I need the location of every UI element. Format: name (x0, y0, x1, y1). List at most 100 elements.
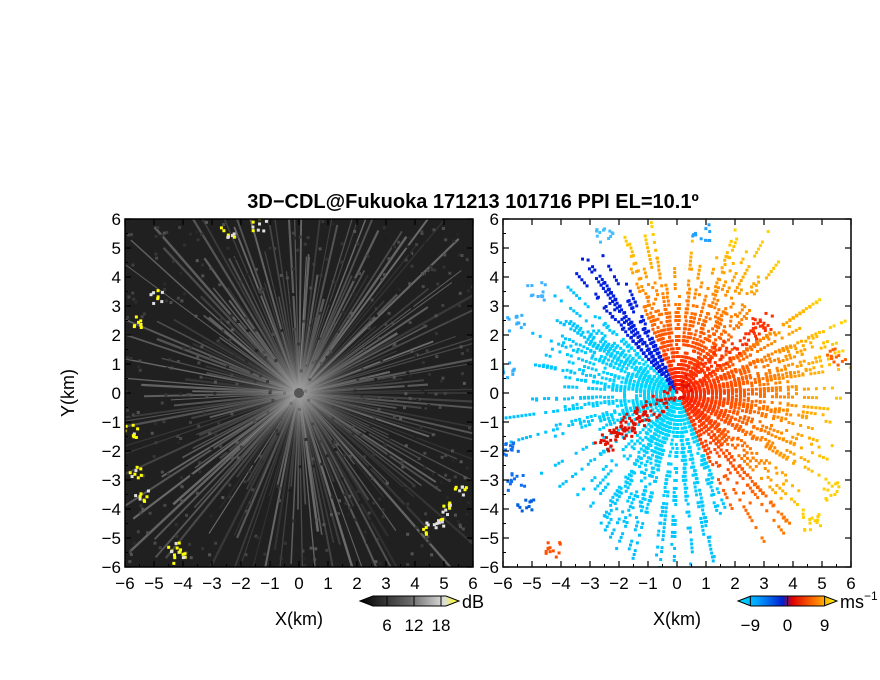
reflectivity-echo (183, 552, 187, 556)
velocity-pixel (695, 481, 699, 485)
velocity-pixel (678, 418, 682, 422)
velocity-pixel (701, 512, 705, 516)
velocity-pixel (562, 341, 566, 345)
velocity-pixel (591, 396, 595, 400)
velocity-pixel (763, 429, 767, 433)
noise-pixel (296, 248, 300, 252)
reflectivity-echo (441, 510, 445, 514)
velocity-pixel (725, 449, 729, 453)
velocity-pixel (773, 358, 777, 362)
velocity-pixel (810, 516, 814, 520)
velocity-pixel (593, 457, 597, 461)
x-tick-label: −6 (115, 574, 134, 593)
velocity-pixel (651, 421, 655, 425)
velocity-pixel (683, 470, 687, 474)
velocity-pixel (594, 368, 598, 372)
velocity-pixel (750, 392, 754, 396)
velocity-pixel (744, 316, 748, 320)
velocity-pixel (810, 426, 814, 430)
velocity-pixel (602, 306, 606, 310)
velocity-pixel (605, 524, 609, 528)
velocity-pixel (609, 469, 613, 473)
noise-pixel (431, 433, 435, 437)
velocity-pixel (612, 528, 616, 532)
velocity-pixel (604, 475, 608, 479)
velocity-pixel (699, 433, 703, 437)
velocity-pixel (766, 363, 770, 367)
velocity-pixel (690, 432, 694, 436)
velocity-pixel (663, 441, 667, 445)
noise-pixel (260, 460, 264, 464)
velocity-pixel (773, 407, 777, 411)
velocity-pixel (627, 414, 631, 418)
velocity-pixel (613, 298, 617, 302)
velocity-pixel (605, 411, 609, 415)
velocity-pixel (646, 246, 650, 250)
velocity-pixel (673, 275, 677, 279)
velocity-pixel (704, 439, 708, 443)
velocity-pixel (699, 352, 703, 356)
velocity-pixel (636, 495, 640, 499)
velocity-pixel (696, 415, 700, 419)
velocity-pixel (640, 315, 644, 319)
velocity-pixel (632, 552, 636, 556)
velocity-pixel (805, 411, 809, 415)
noise-pixel (410, 305, 414, 309)
velocity-pixel (664, 283, 668, 287)
velocity-pixel (741, 420, 745, 424)
velocity-pixel (638, 320, 642, 324)
velocity-pixel (664, 332, 668, 336)
velocity-pixel (703, 462, 707, 466)
noise-pixel (397, 240, 401, 244)
noise-pixel (442, 279, 446, 283)
noise-pixel (128, 560, 132, 564)
velocity-pixel (737, 454, 741, 458)
reflectivity-echo (132, 435, 136, 439)
velocity-pixel (704, 465, 708, 469)
velocity-pixel (571, 475, 575, 479)
noise-pixel (421, 406, 425, 410)
noise-pixel (204, 220, 208, 224)
velocity-pixel (730, 248, 734, 252)
noise-pixel (427, 540, 431, 544)
velocity-pixel (714, 401, 718, 405)
velocity-pixel (603, 514, 607, 518)
noise-pixel (129, 357, 133, 361)
velocity-pixel (790, 385, 794, 389)
velocity-pixel (681, 446, 685, 450)
velocity-pixel (690, 428, 694, 432)
velocity-pixel (702, 466, 706, 470)
velocity-pixel (766, 442, 770, 446)
velocity-pixel (739, 370, 743, 374)
velocity-pixel (692, 465, 696, 469)
velocity-pixel (699, 367, 703, 371)
noise-pixel (148, 511, 152, 515)
velocity-pixel (644, 463, 648, 467)
velocity-pixel (800, 352, 804, 356)
velocity-pixel (574, 472, 578, 476)
velocity-pixel (733, 446, 737, 450)
velocity-pixel (807, 362, 811, 366)
velocity-pixel (516, 414, 520, 418)
velocity-pixel (718, 278, 722, 282)
velocity-pixel (678, 410, 682, 414)
velocity-pixel (604, 510, 608, 514)
velocity-pixel (715, 256, 719, 260)
noise-pixel (440, 455, 444, 459)
velocity-pixel (702, 302, 706, 306)
velocity-pixel (619, 486, 623, 490)
velocity-pixel (659, 355, 663, 359)
noise-pixel (356, 470, 360, 474)
velocity-pixel (656, 309, 660, 313)
velocity-pixel (620, 339, 624, 343)
velocity-pixel (656, 365, 660, 369)
velocity-pixel (602, 359, 606, 363)
velocity-pixel (650, 336, 654, 340)
noise-pixel (406, 532, 410, 536)
noise-pixel (412, 484, 416, 488)
velocity-pixel (555, 319, 559, 323)
velocity-pixel (797, 374, 801, 378)
noise-pixel (195, 491, 199, 495)
velocity-pixel (794, 385, 798, 389)
velocity-pixel (771, 441, 775, 445)
